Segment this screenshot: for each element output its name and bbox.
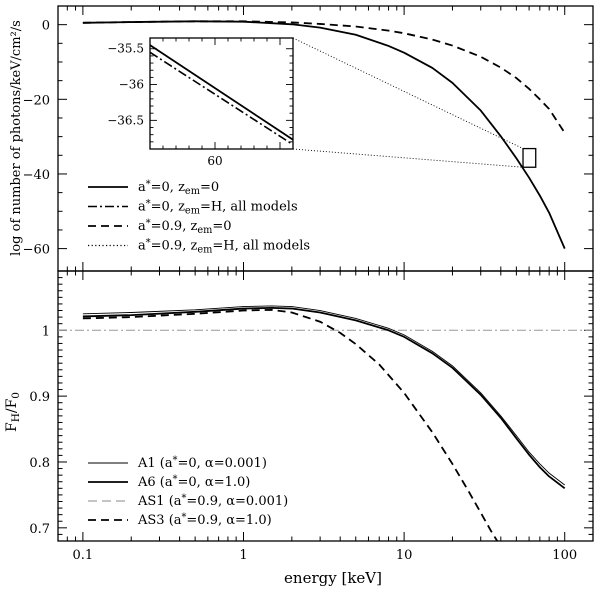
top-legend-item-2-label: a*=0.9, zem=0 xyxy=(138,218,232,236)
top-y-tick-label: −20 xyxy=(23,93,50,108)
x-tick-label: 1 xyxy=(239,548,247,563)
inset-x-tick-label: 60 xyxy=(207,154,222,168)
inset-frame xyxy=(149,37,294,150)
bottom-legend: A1 (a*=0, α=0.001) A6 (a*=0, α=1.0) AS1 (a… xyxy=(88,455,288,528)
top-series-solid xyxy=(82,20,566,249)
x-tick-label: 0.1 xyxy=(73,548,94,563)
bottom-y-tick-label: 0.7 xyxy=(29,522,50,537)
inset-series-dashdot xyxy=(149,51,294,146)
top-series-dashed xyxy=(82,20,566,134)
axis-labels: log of number of photons/keV/cm²/s energ… xyxy=(4,20,382,587)
top-y-axis-label: log of number of photons/keV/cm²/s xyxy=(9,20,24,256)
top-y-tick-label: −60 xyxy=(23,243,50,258)
top-legend-item-3-label: a*=0.9, zem=H, all models xyxy=(138,238,310,256)
x-tick-label: 10 xyxy=(396,548,413,563)
inset-y-tick-label: −36 xyxy=(119,78,144,92)
inset-y-tick-label: −35.5 xyxy=(107,42,144,56)
inset-series-solid xyxy=(149,44,294,141)
bottom-panel: 0.7 0.8 0.9 1 0.1 1 10 100 A1 (a*=0, α=0.001) A6 … xyxy=(29,270,594,563)
bottom-y-tick-label: 0.8 xyxy=(29,456,50,471)
bottom-series-A1 xyxy=(82,305,565,486)
bottom-legend-item-2-label: AS1 (a*=0.9, α=0.001) xyxy=(137,493,288,509)
bottom-legend-item-3-label: AS3 (a*=0.9, α=1.0) xyxy=(137,512,272,528)
inset-y-tick-label: −36.5 xyxy=(107,113,144,127)
bottom-series-AS3 xyxy=(82,308,498,541)
top-y-tick-label: −40 xyxy=(23,168,50,183)
x-axis-label: energy [keV] xyxy=(284,569,382,587)
bottom-y-tick-label: 1 xyxy=(42,324,50,339)
top-panel: 0 −20 −40 −60 −35.5 −36 −36.5 60 a*=0, zem=0 a*=0… xyxy=(23,5,594,272)
bottom-y-axis-label-text: FH/F0 xyxy=(4,392,22,432)
bottom-legend-item-1-label: A6 (a*=0, α=1.0) xyxy=(137,474,250,490)
zoom-connector-bottom xyxy=(292,148,524,168)
bottom-y-tick-label: 0.9 xyxy=(29,390,50,405)
top-legend: a*=0, zem=0a*=0, zem=H, all modelsa*=0.9… xyxy=(88,179,310,256)
inset-panel: −35.5 −36 −36.5 60 xyxy=(107,37,294,168)
bottom-plot-frame xyxy=(57,270,594,542)
bottom-series-A6 xyxy=(82,306,566,490)
bottom-y-axis-label: FH/F0 xyxy=(4,392,22,432)
bottom-series-group xyxy=(82,305,566,541)
zoom-connector-top xyxy=(292,37,524,149)
top-legend-item-1-label: a*=0, zem=H, all models xyxy=(138,199,298,217)
bottom-legend-item-0-label: A1 (a*=0, α=0.001) xyxy=(137,455,267,471)
top-y-tick-label: 0 xyxy=(42,19,50,34)
x-tick-label: 100 xyxy=(552,548,577,563)
zoom-box xyxy=(522,147,537,168)
top-legend-item-0-label: a*=0, zem=0 xyxy=(138,179,219,197)
